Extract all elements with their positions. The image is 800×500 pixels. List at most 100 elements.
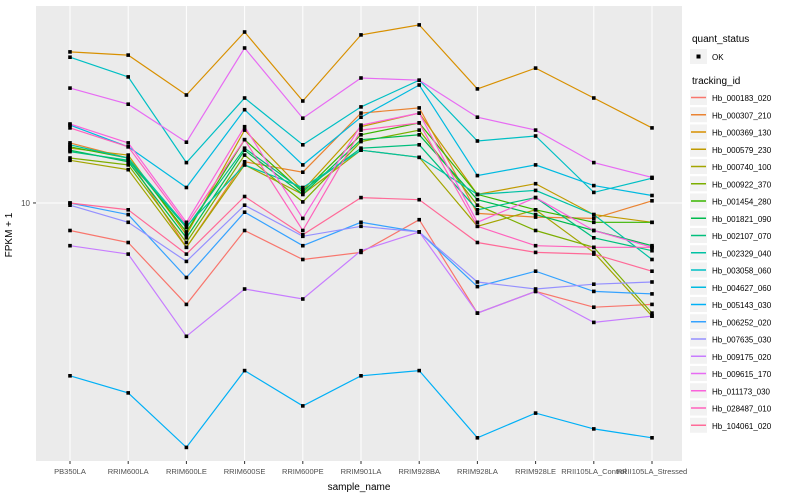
x-tick-label: RRIM928LA <box>457 467 498 476</box>
legend-series-label: Hb_001454_280 <box>712 198 772 207</box>
data-point <box>475 436 480 440</box>
data-point <box>533 411 538 415</box>
data-point <box>417 83 421 87</box>
data-point <box>475 284 480 289</box>
data-point <box>533 228 538 233</box>
data-point <box>68 156 72 160</box>
data-point <box>68 158 72 163</box>
data-point <box>533 212 538 217</box>
data-point <box>475 173 480 178</box>
data-point <box>126 240 130 245</box>
data-point <box>184 334 189 339</box>
data-point <box>592 282 596 286</box>
data-point <box>301 228 305 233</box>
data-point <box>126 220 130 225</box>
data-point <box>68 374 72 378</box>
data-point <box>126 75 130 79</box>
data-point <box>301 257 305 262</box>
data-point <box>359 220 363 225</box>
data-point <box>242 137 247 142</box>
data-point <box>359 33 363 37</box>
data-point <box>68 243 72 248</box>
data-point <box>126 156 130 160</box>
x-tick-label: RRIM901LA <box>341 467 382 476</box>
data-point <box>533 128 538 132</box>
data-point <box>242 203 247 207</box>
data-point <box>68 228 72 233</box>
data-point <box>359 374 363 378</box>
data-point <box>301 404 305 408</box>
legend-series-label: Hb_000307_210 <box>712 111 772 120</box>
data-point <box>301 233 305 237</box>
data-point <box>184 236 189 240</box>
data-point <box>475 115 480 119</box>
data-point <box>533 289 538 294</box>
legend-series-label: Hb_003058_060 <box>712 267 772 276</box>
data-point <box>359 224 363 229</box>
data-point <box>126 212 130 217</box>
data-point <box>417 111 421 115</box>
data-point <box>533 250 538 255</box>
data-point <box>359 76 363 80</box>
data-point <box>184 93 189 97</box>
data-point <box>184 302 189 307</box>
data-point <box>650 126 654 130</box>
data-point <box>592 228 596 233</box>
data-point <box>533 195 538 200</box>
x-tick-label: RRIM600LA <box>108 467 149 476</box>
data-point <box>242 153 247 157</box>
data-point <box>301 185 305 190</box>
data-point <box>533 215 538 219</box>
data-point <box>242 228 247 233</box>
data-point <box>650 311 654 315</box>
x-tick-label: RRIM600LE <box>166 467 207 476</box>
data-point <box>68 55 72 59</box>
data-point <box>301 143 305 147</box>
legend-series-label: Hb_000579_230 <box>712 146 772 155</box>
data-point <box>68 50 72 54</box>
data-point <box>126 252 130 256</box>
data-point <box>417 230 421 234</box>
data-point <box>475 139 480 143</box>
data-point <box>533 134 538 138</box>
legend-series-label: Hb_005143_030 <box>712 301 772 310</box>
data-point <box>475 192 480 197</box>
data-point <box>417 197 421 202</box>
data-point <box>359 115 363 119</box>
data-point <box>242 124 247 129</box>
data-point <box>301 170 305 174</box>
data-point <box>126 391 130 395</box>
data-point <box>475 211 480 216</box>
data-point <box>242 148 247 152</box>
data-point <box>301 163 305 167</box>
data-point <box>126 153 130 157</box>
data-point <box>242 194 247 199</box>
data-point <box>533 287 538 291</box>
data-point <box>650 248 654 253</box>
x-tick-label: RRIM928LE <box>515 467 556 476</box>
data-point <box>417 143 421 147</box>
data-point <box>592 236 596 240</box>
x-tick-label: RRIM600SE <box>224 467 266 476</box>
data-point <box>475 224 480 229</box>
data-point <box>592 160 596 165</box>
data-point <box>184 223 189 227</box>
data-point <box>592 252 596 256</box>
data-point <box>417 23 421 27</box>
data-point <box>242 163 247 167</box>
data-point <box>301 190 305 195</box>
data-point <box>417 133 421 137</box>
data-point <box>650 314 654 318</box>
data-point <box>68 201 72 205</box>
data-point <box>475 87 480 91</box>
legend-series-label: Hb_028487_010 <box>712 405 772 414</box>
data-point <box>650 280 654 284</box>
data-point <box>301 216 305 221</box>
data-point <box>126 102 130 106</box>
data-point <box>417 217 421 222</box>
data-point <box>650 220 654 225</box>
legend-series-label: Hb_007635_030 <box>712 336 772 345</box>
data-point <box>301 297 305 301</box>
data-point <box>184 245 189 250</box>
